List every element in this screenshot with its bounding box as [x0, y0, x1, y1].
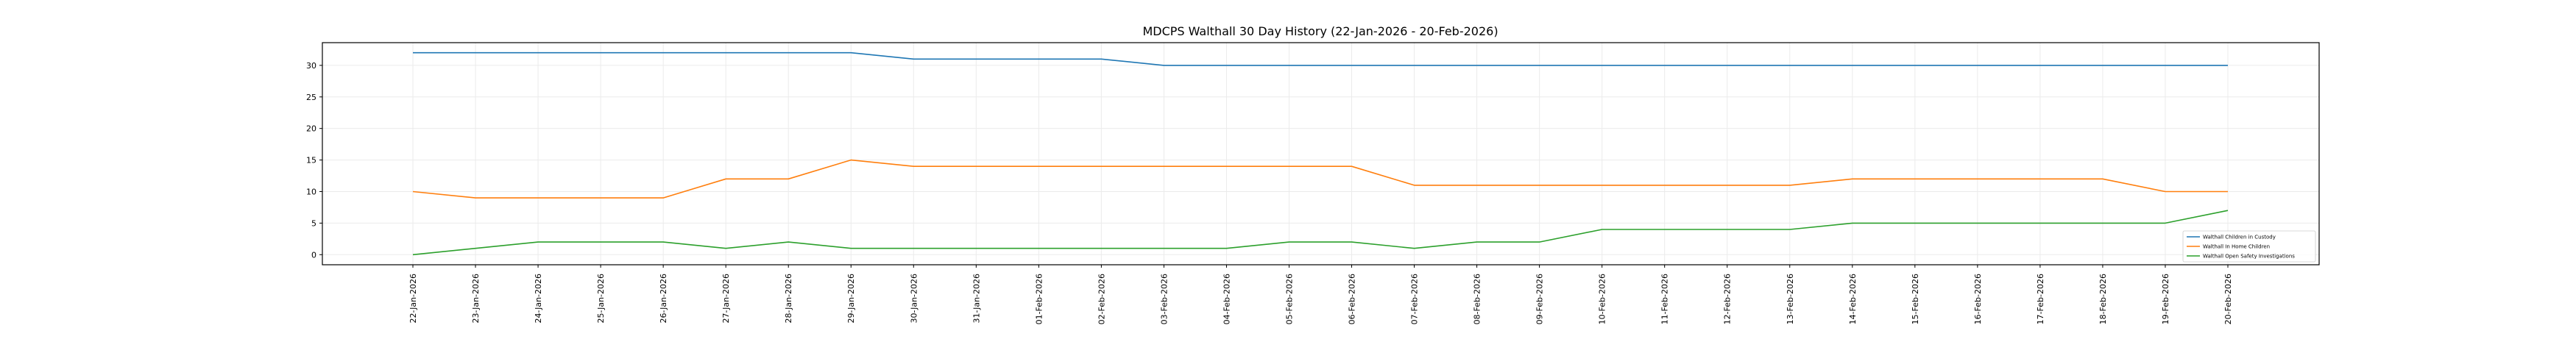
- x-tick-label: 31-Jan-2026: [972, 274, 981, 324]
- legend-label: Walthall Children in Custody: [2203, 235, 2276, 240]
- x-tick-label: 22-Jan-2026: [408, 274, 418, 324]
- y-tick-label: 0: [311, 250, 316, 260]
- legend-box: [2182, 230, 2316, 263]
- chart-title: MDCPS Walthall 30 Day History (22-Jan-20…: [1142, 24, 1498, 38]
- legend-label: Walthall In Home Children: [2203, 244, 2270, 250]
- x-tick-label: 13-Feb-2026: [1786, 274, 1795, 324]
- series-line-1: [412, 159, 2228, 199]
- y-tick-label: 5: [311, 218, 316, 228]
- x-tick-label: 15-Feb-2026: [1911, 274, 1920, 324]
- legend-label: Walthall Open Safety Investigations: [2203, 254, 2295, 260]
- grid: [322, 43, 2319, 265]
- x-tick-label: 18-Feb-2026: [2098, 274, 2108, 324]
- x-tick-label: 27-Jan-2026: [721, 274, 731, 324]
- x-tick-label: 07-Feb-2026: [1410, 274, 1420, 324]
- x-tick-label: 08-Feb-2026: [1473, 274, 1482, 324]
- x-tick-label: 19-Feb-2026: [2161, 274, 2170, 324]
- legend: Walthall Children in Custody Walthall In …: [2182, 230, 2316, 263]
- x-tick-label: 11-Feb-2026: [1660, 274, 1670, 324]
- axes-frame: [322, 42, 2320, 265]
- series-lines: [412, 51, 2229, 256]
- x-axis: 22-Jan-2026 23-Jan-2026 24-Jan-2026 25-Jan-…: [408, 265, 2233, 324]
- x-tick-label: 06-Feb-2026: [1348, 274, 1357, 324]
- y-tick-label: 30: [306, 61, 316, 71]
- x-tick-label: 26-Jan-2026: [659, 274, 668, 324]
- x-tick-label: 29-Jan-2026: [846, 274, 856, 324]
- x-tick-label: 25-Jan-2026: [596, 274, 606, 324]
- x-tick-label: 10-Feb-2026: [1598, 274, 1607, 324]
- x-tick-label: 12-Feb-2026: [1723, 274, 1733, 324]
- x-tick-label: 17-Feb-2026: [2036, 274, 2045, 324]
- x-tick-label: 28-Jan-2026: [784, 274, 793, 324]
- y-tick-label: 25: [306, 93, 316, 102]
- y-tick-label: 10: [306, 187, 316, 196]
- x-tick-label: 01-Feb-2026: [1034, 274, 1044, 324]
- x-tick-label: 24-Jan-2026: [534, 274, 543, 324]
- x-tick-label: 23-Jan-2026: [471, 274, 481, 324]
- y-tick-label: 15: [306, 156, 316, 165]
- series-line-2: [412, 210, 2229, 256]
- x-tick-label: 20-Feb-2026: [2223, 274, 2233, 324]
- x-tick-label: 05-Feb-2026: [1284, 274, 1294, 324]
- x-tick-label: 03-Feb-2026: [1159, 274, 1169, 324]
- x-tick-label: 16-Feb-2026: [1973, 274, 1983, 324]
- series-line-0: [413, 51, 2228, 66]
- x-tick-label: 09-Feb-2026: [1535, 274, 1545, 324]
- x-tick-label: 02-Feb-2026: [1097, 274, 1106, 324]
- x-tick-label: 30-Jan-2026: [909, 274, 919, 324]
- x-tick-label: 14-Feb-2026: [1848, 274, 1858, 324]
- y-axis: 0 5 10 15 20 25 30: [306, 61, 322, 260]
- y-tick-label: 20: [306, 124, 316, 134]
- x-tick-label: 04-Feb-2026: [1222, 274, 1231, 324]
